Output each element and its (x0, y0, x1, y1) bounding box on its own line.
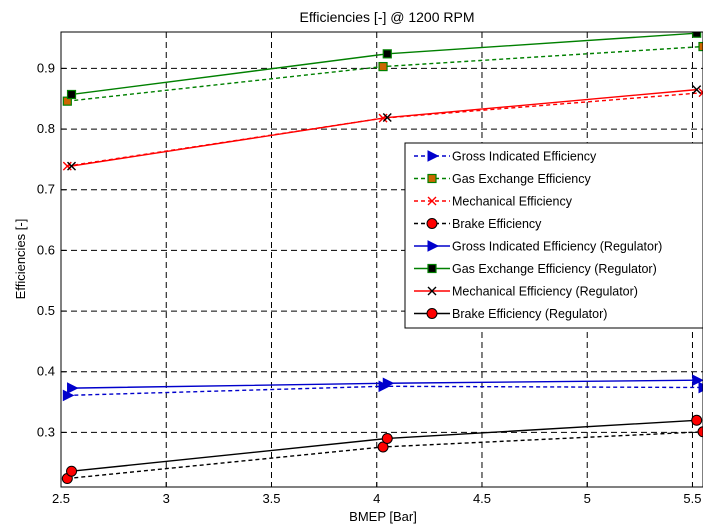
marker-x (62, 161, 72, 171)
marker-x (382, 113, 392, 123)
marker-triangle (427, 240, 440, 252)
data-point (698, 41, 703, 52)
data-point (692, 32, 702, 38)
data-point (698, 88, 703, 98)
marker-triangle (427, 150, 440, 162)
x-tick-label: 4 (373, 491, 380, 506)
plot-frame (60, 31, 703, 488)
data-point (66, 465, 78, 477)
marker-square (382, 49, 392, 59)
y-tick-label: 0.3 (37, 424, 55, 439)
series-8 (66, 414, 703, 477)
legend-label: Brake Efficiency (Regulator) (452, 307, 607, 321)
data-point (67, 161, 77, 171)
legend-label: Gross Indicated Efficiency (Regulator) (452, 240, 662, 254)
marker-x (698, 88, 703, 98)
data-point (692, 374, 703, 387)
marker-square (378, 61, 388, 72)
legend-item: Gross Indicated Efficiency (414, 150, 597, 164)
legend-marker (427, 240, 440, 252)
marker-circle (426, 308, 438, 319)
data-point (62, 161, 72, 171)
marker-circle (691, 414, 703, 426)
legend-label: Gas Exchange Efficiency (452, 172, 591, 186)
series-6 (66, 32, 702, 100)
data-point (66, 89, 77, 100)
series-group (61, 32, 703, 485)
x-tick-label: 4.5 (473, 491, 491, 506)
legend-marker (427, 173, 437, 184)
x-tick-label: 3 (163, 491, 170, 506)
legend-marker (427, 286, 437, 296)
data-point (382, 377, 395, 390)
data-point (691, 414, 703, 426)
marker-x (427, 196, 437, 206)
marker-circle (381, 432, 393, 444)
marker-square (427, 173, 437, 184)
marker-square (66, 89, 77, 100)
legend-label: Mechanical Efficiency (Regulator) (452, 285, 638, 299)
data-point (697, 426, 703, 438)
chart-title: Efficiencies [-] @ 1200 RPM (299, 9, 474, 25)
legend-item: Mechanical Efficiency (Regulator) (414, 285, 638, 299)
marker-x (67, 161, 77, 171)
marker-square (698, 41, 703, 52)
data-point (378, 61, 388, 72)
data-point (382, 49, 392, 59)
x-tick-label: 2.5 (52, 491, 70, 506)
marker-triangle (67, 382, 79, 394)
y-tick-label: 0.8 (37, 121, 55, 136)
marker-x (692, 85, 702, 95)
series-5 (67, 374, 703, 394)
data-point (692, 85, 702, 95)
marker-x (427, 286, 437, 296)
data-point (698, 381, 703, 394)
y-tick-label: 0.4 (37, 364, 55, 379)
data-point (67, 382, 79, 394)
marker-circle (66, 465, 78, 477)
y-tick-label: 0.9 (37, 60, 55, 75)
marker-circle (426, 218, 438, 229)
legend: Gross Indicated Efficiency Gas Exchange E… (404, 142, 703, 329)
marker-circle (697, 426, 703, 438)
legend-marker (427, 263, 437, 274)
legend-item: Gross Indicated Efficiency (Regulator) (414, 240, 662, 254)
legend-item: Mechanical Efficiency (414, 195, 573, 209)
legend-item: Gas Exchange Efficiency (Regulator) (414, 262, 657, 276)
marker-triangle (698, 381, 703, 394)
legend-label: Gross Indicated Efficiency (452, 150, 597, 164)
y-tick-label: 0.7 (37, 182, 55, 197)
legend-label: Mechanical Efficiency (452, 195, 573, 209)
data-point (382, 113, 392, 123)
x-tick-label: 5 (584, 491, 591, 506)
legend-label: Gas Exchange Efficiency (Regulator) (452, 262, 657, 276)
legend-marker (427, 150, 440, 162)
legend-marker (426, 308, 438, 319)
series-7 (67, 85, 702, 171)
marker-square (427, 263, 437, 274)
x-tick-label: 3.5 (262, 491, 280, 506)
legend-item: Brake Efficiency (Regulator) (414, 307, 607, 321)
legend-box (404, 142, 703, 329)
y-tick-label: 0.6 (37, 242, 55, 257)
data-point (381, 432, 393, 444)
legend-marker (427, 196, 437, 206)
marker-triangle (382, 377, 395, 390)
x-axis-label: BMEP [Bar] (349, 509, 417, 524)
x-tick-label: 5.5 (683, 491, 701, 506)
marker-square (692, 32, 702, 38)
legend-item: Gas Exchange Efficiency (414, 172, 591, 186)
legend-item: Brake Efficiency (414, 217, 542, 231)
legend-label: Brake Efficiency (452, 217, 542, 231)
y-axis-label: Efficiencies [-] (13, 219, 28, 300)
legend-marker (426, 218, 438, 229)
marker-triangle (692, 374, 703, 387)
y-tick-label: 0.5 (37, 303, 55, 318)
